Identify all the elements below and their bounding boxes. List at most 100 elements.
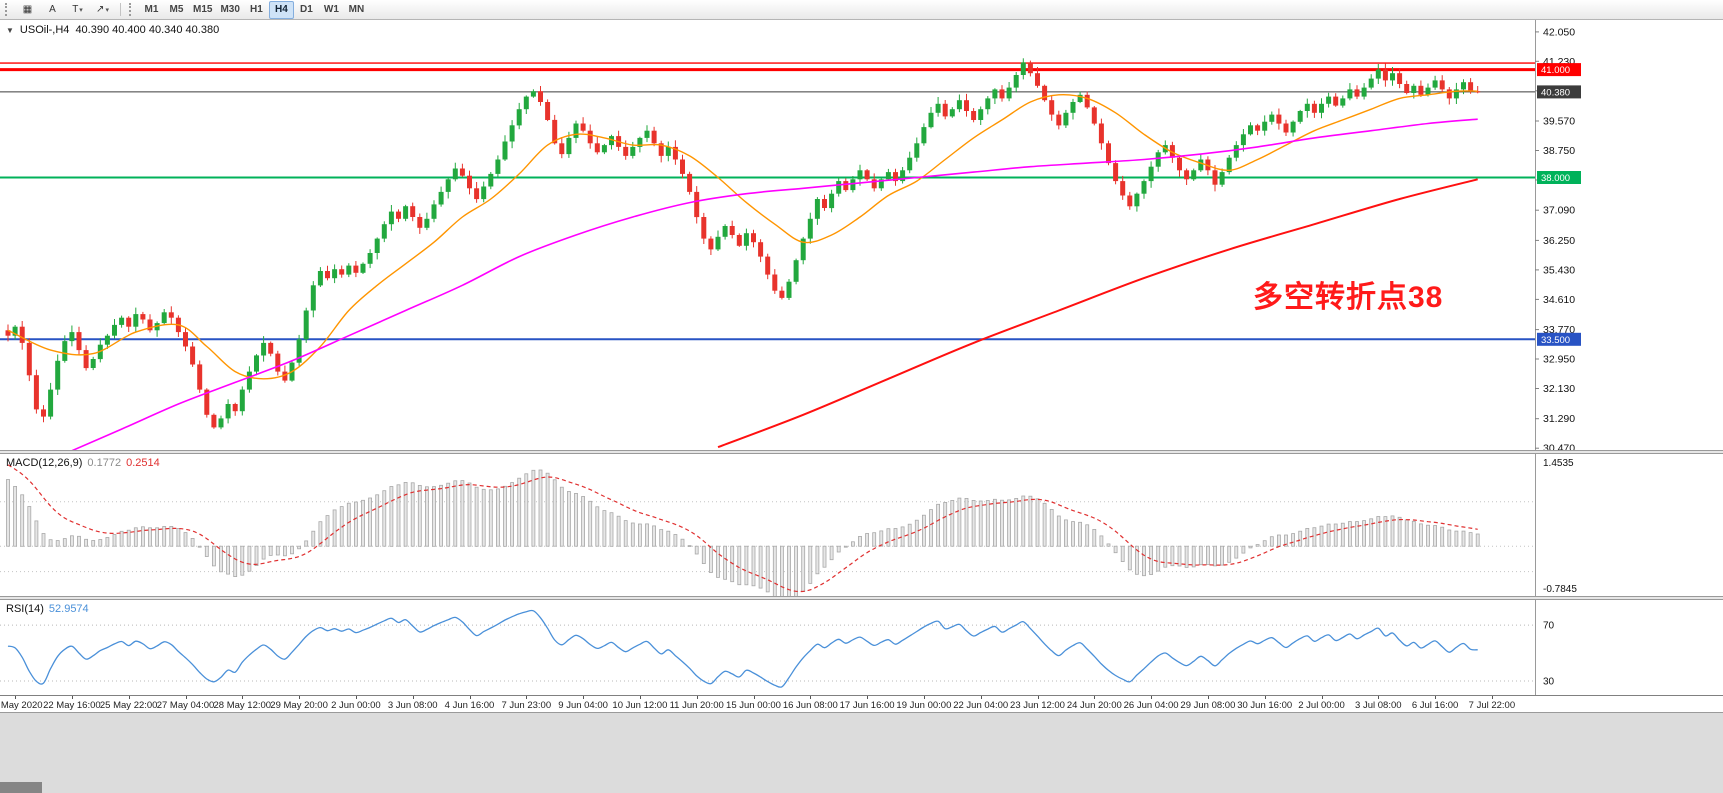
candle-body <box>772 274 778 291</box>
timeframe-m30[interactable]: M30 <box>220 4 240 15</box>
candle-body <box>1425 87 1431 95</box>
candle-body <box>715 236 721 250</box>
candle-body <box>836 181 842 194</box>
candle-body <box>410 206 416 217</box>
macd-bar <box>1241 545 1246 554</box>
candle-body <box>396 211 401 219</box>
candle-body <box>119 317 125 325</box>
macd-bar <box>1305 528 1310 547</box>
macd-bar <box>1078 521 1082 547</box>
macd-bar <box>1291 533 1295 547</box>
time-tick <box>1207 696 1209 699</box>
time-axis-label: 4 Jun 16:00 <box>444 700 495 711</box>
macd-bar <box>332 509 337 547</box>
time-tick <box>1378 696 1380 699</box>
candle-body <box>1226 157 1232 173</box>
candle-body <box>829 193 835 209</box>
toolbar-grip[interactable] <box>5 3 10 16</box>
candle-body <box>978 109 984 120</box>
macd-bar <box>993 498 997 547</box>
macd-bar <box>91 540 96 547</box>
time-tick <box>1435 696 1437 699</box>
price-axis-label: 32.950 <box>1543 354 1575 366</box>
macd-bar <box>353 501 358 547</box>
macd-bar <box>1277 534 1281 547</box>
candle-body <box>857 170 863 180</box>
macd-bar <box>1234 545 1239 559</box>
time-axis-label: 27 May 04:00 <box>156 700 215 711</box>
candlestick-chart-icon[interactable]: ▦ <box>22 4 33 15</box>
candle-body <box>935 103 941 113</box>
timeframe-mn[interactable]: MN <box>348 4 365 15</box>
candle-body <box>1056 114 1062 126</box>
candle-body <box>367 253 373 264</box>
periods-toolbar-grip[interactable] <box>129 3 134 16</box>
candle-body <box>218 418 224 428</box>
rsi-value: 52.9574 <box>48 603 89 615</box>
candle-body <box>1184 170 1190 180</box>
price-axis-label: 38.750 <box>1543 145 1575 157</box>
macd-signal-line <box>7 464 1478 593</box>
symbol-dropdown-icon[interactable]: ▼ <box>6 25 14 35</box>
macd-bar <box>460 480 465 547</box>
candle-body <box>261 342 267 356</box>
chart-annotation-text: 多空转折点38 <box>1253 281 1444 314</box>
candle-body <box>48 389 54 417</box>
candle-body <box>339 269 345 275</box>
candle-body <box>580 123 586 131</box>
macd-bar <box>1298 530 1303 547</box>
price-axis-label: 35.430 <box>1543 264 1575 276</box>
timeframe-d1[interactable]: D1 <box>300 4 313 15</box>
time-tick <box>412 696 414 699</box>
timeframe-h1[interactable]: H1 <box>250 4 263 15</box>
time-tick <box>753 696 755 699</box>
candle-body <box>317 271 323 286</box>
macd-bar <box>914 519 919 547</box>
rsi-canvas[interactable]: 70 30 <box>0 600 1723 695</box>
macd-bar <box>588 500 593 547</box>
macd-bar <box>1362 520 1366 547</box>
rsi-panel[interactable]: 70 30 RSI(14) 52.9574 <box>0 600 1723 695</box>
candle-body <box>538 91 543 102</box>
macd-bar <box>879 530 884 547</box>
timeframe-m5[interactable]: M5 <box>169 4 184 15</box>
candle-body <box>26 342 32 376</box>
candle-body <box>687 173 693 192</box>
macd-bar <box>1099 535 1104 547</box>
macd-bar <box>808 545 813 584</box>
macd-bar <box>183 532 188 547</box>
text-annotation-icon[interactable]: A <box>49 4 56 15</box>
main-chart-canvas[interactable]: 42.05041.23040.41039.57038.75037.93037.0… <box>0 20 1723 450</box>
time-axis-label: 7 Jul 22:00 <box>1468 700 1516 711</box>
macd-bar <box>1120 545 1125 562</box>
macd-label: MACD(12,26,9) 0.1772 0.2514 <box>6 457 165 469</box>
candle-body <box>644 130 650 138</box>
candle-body <box>971 111 977 120</box>
time-axis-label: 3 Jun 08:00 <box>387 700 438 711</box>
line-studies-icon[interactable]: ↗ ▾ <box>96 4 109 15</box>
timeframe-m1[interactable]: M1 <box>144 4 159 15</box>
candle-body <box>1084 94 1090 108</box>
candle-body <box>133 314 139 327</box>
macd-bar <box>403 481 408 547</box>
candle-body <box>1411 85 1417 93</box>
panel-splitter-rsi[interactable] <box>0 596 1723 600</box>
macd-bar <box>652 525 656 547</box>
main-chart-panel[interactable]: 42.05041.23040.41039.57038.75037.93037.0… <box>0 20 1723 450</box>
macd-bar <box>822 545 827 568</box>
candle-body <box>509 125 515 142</box>
candle-body <box>310 285 316 311</box>
panel-splitter-macd[interactable] <box>0 450 1723 454</box>
timeframe-w1[interactable]: W1 <box>323 4 339 15</box>
macd-panel[interactable]: 1.4535 -0.7845 MACD(12,26,9) 0.1772 0.2514 <box>0 454 1723 596</box>
macd-canvas[interactable]: 1.4535 -0.7845 <box>0 454 1723 596</box>
timeframe-h4[interactable]: H4 <box>268 0 294 19</box>
timeframe-m15[interactable]: M15 <box>193 4 213 15</box>
candle-body <box>1191 170 1197 180</box>
candle-body <box>190 346 196 365</box>
candle-body <box>793 260 799 282</box>
candle-body <box>1134 193 1140 207</box>
price-axis-label: 36.250 <box>1543 235 1575 247</box>
templates-icon[interactable]: T ▾ <box>72 4 83 15</box>
macd-bar <box>1177 545 1182 567</box>
